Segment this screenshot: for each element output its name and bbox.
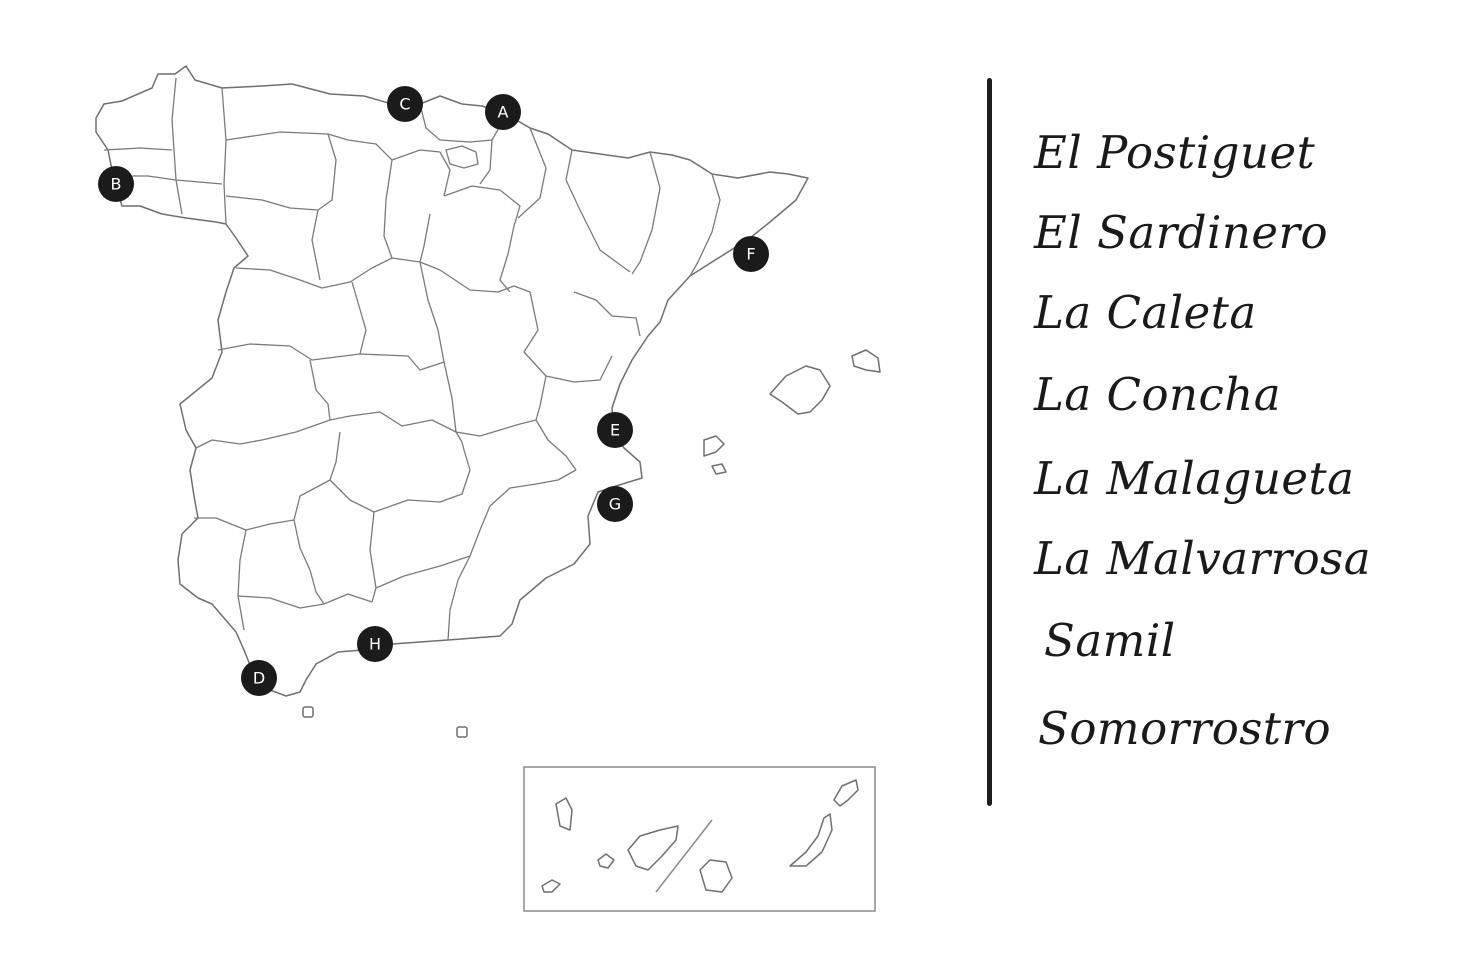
marker-f[interactable]: F (733, 236, 769, 272)
marker-a[interactable]: A (485, 94, 521, 130)
marker-c-label: C (399, 95, 410, 114)
canary-islands-inset (523, 766, 876, 912)
fuerteventura-island (789, 813, 833, 867)
beach-name-item[interactable]: Somorrostro (1038, 702, 1332, 755)
gran-canaria-island (699, 859, 733, 893)
melilla-marker (456, 726, 468, 738)
la-gomera-island (597, 853, 615, 869)
beach-name-item[interactable]: La Concha (1034, 368, 1282, 421)
mallorca-island (769, 365, 831, 415)
menorca-island (851, 349, 881, 373)
ibiza-island (703, 435, 725, 457)
el-hierro-island (541, 879, 561, 893)
marker-e[interactable]: E (597, 412, 633, 448)
marker-e-label: E (610, 421, 620, 440)
beach-name-item[interactable]: La Caleta (1034, 286, 1257, 339)
tenerife-island (627, 825, 679, 871)
basque-enclave (445, 145, 479, 169)
marker-g[interactable]: G (597, 486, 633, 522)
marker-b-label: B (111, 175, 122, 194)
marker-g-label: G (609, 495, 621, 514)
beach-name-item[interactable]: El Postiguet (1034, 126, 1316, 179)
marker-f-label: F (746, 245, 755, 264)
ceuta-marker (302, 706, 314, 718)
beach-name-item[interactable]: El Sardinero (1034, 206, 1329, 259)
marker-h[interactable]: H (357, 626, 393, 662)
mainland-outline (95, 65, 809, 697)
lanzarote-island (833, 779, 859, 807)
beach-name-item[interactable]: La Malvarrosa (1034, 532, 1372, 585)
beach-name-list: El Postiguet El Sardinero La Caleta La C… (1034, 0, 1474, 965)
spain-map: A B C D E F G H (95, 65, 881, 912)
formentera-island (711, 463, 727, 475)
marker-a-label: A (498, 103, 509, 122)
marker-h-label: H (369, 635, 381, 654)
vertical-divider (987, 78, 992, 806)
beach-name-item[interactable]: La Malagueta (1034, 452, 1355, 505)
marker-d[interactable]: D (241, 660, 277, 696)
marker-b[interactable]: B (98, 166, 134, 202)
province-borders (103, 77, 721, 641)
beach-name-item[interactable]: Samil (1044, 614, 1176, 667)
marker-c[interactable]: C (387, 86, 423, 122)
la-palma-island (555, 797, 573, 831)
marker-d-label: D (253, 669, 265, 688)
